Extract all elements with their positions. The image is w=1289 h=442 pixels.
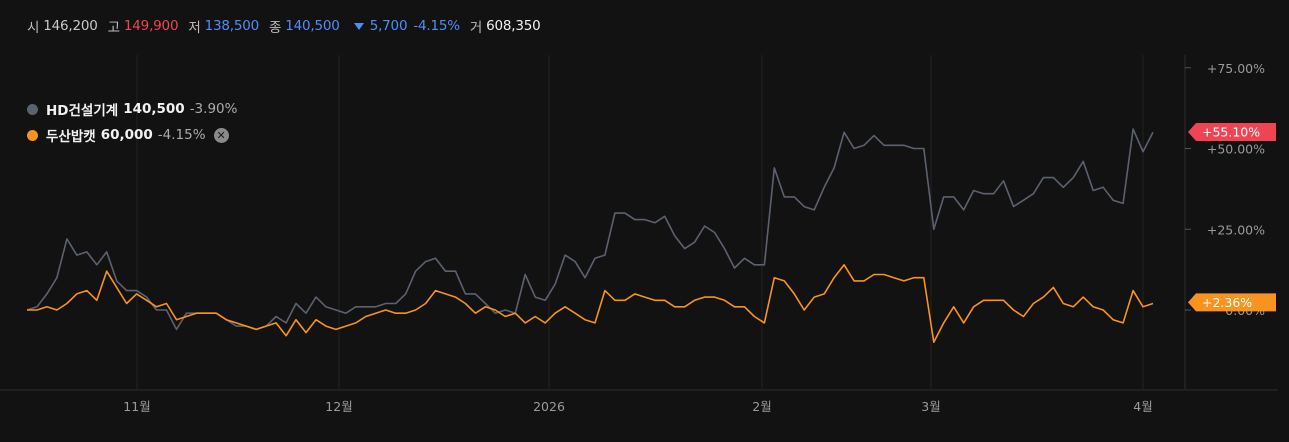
volume-value: 608,350 [486,18,541,34]
x-tick-label: 12월 [325,399,352,414]
y-tick-label: +75.00% [1207,61,1265,76]
x-tick-label: 2월 [752,399,771,414]
low-value: 138,500 [204,18,260,34]
series-line-hd [26,128,1154,331]
price-badge-label: +55.10% [1202,125,1260,140]
price-badge [1188,293,1276,312]
close-label: 종 [269,20,282,36]
down-triangle-icon [353,22,364,30]
high-value: 149,900 [123,18,179,34]
legend-name: HD건설기계 [46,103,119,119]
price-badge-label: +2.36% [1202,295,1252,310]
price-badge [1188,123,1276,142]
low-label: 저 [188,20,201,36]
volume-label: 거 [469,20,483,36]
x-tick-label: 3월 [921,399,940,414]
legend-item-hd: HD건설기계 140,500 -3.90% [27,96,245,122]
remove-series-close-icon[interactable]: ✕ [213,127,229,143]
high-label: 고 [107,20,120,36]
close-value: 140,500 [285,18,340,34]
change-pct: -4.15% [413,18,460,34]
y-tick-label: +50.00% [1207,142,1265,157]
x-tick-label: 11월 [123,399,150,414]
legend-item-doosan: 두산밥캣 60,000 -4.15% ✕ [27,122,245,148]
change-value: 5,700 [369,18,408,34]
x-tick-label: 4월 [1133,399,1152,414]
legend-dot-icon [27,129,38,141]
y-tick-label: +25.00% [1207,222,1265,237]
legend-dot-icon [27,103,38,115]
legend-value: 60,000 [100,127,153,143]
legend-change: -4.15% [157,127,206,143]
ohlc-bar: 시 146,200 고 149,900 저 138,500 종 140,500 … [27,15,551,37]
open-value: 146,200 [43,18,98,34]
chart-legend: HD건설기계 140,500 -3.90% 두산밥캣 60,000 -4.15%… [27,96,245,148]
open-label: 시 [27,20,40,36]
legend-change: -3.90% [189,101,238,117]
legend-value: 140,500 [123,101,185,117]
series-line-doosan [27,263,1154,344]
x-tick-label: 2026 [533,399,565,414]
legend-name: 두산밥캣 [46,129,96,145]
